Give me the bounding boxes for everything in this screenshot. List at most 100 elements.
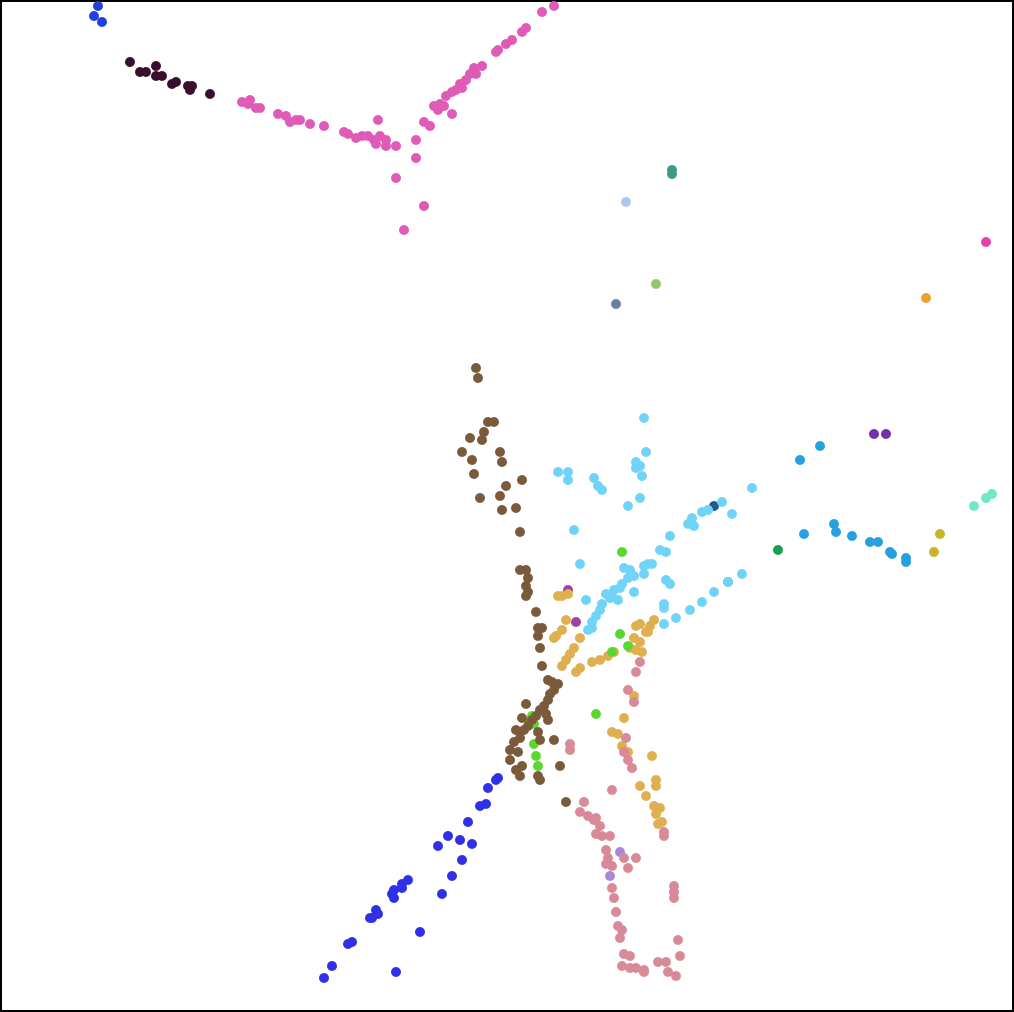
- data-point: [537, 7, 547, 17]
- data-point: [463, 817, 473, 827]
- data-point: [501, 39, 511, 49]
- data-point: [987, 489, 997, 499]
- data-point: [391, 141, 401, 151]
- data-point: [305, 119, 315, 129]
- data-point: [511, 503, 521, 513]
- data-point: [635, 493, 645, 503]
- data-point: [631, 667, 641, 677]
- data-point: [517, 713, 527, 723]
- data-point: [471, 363, 481, 373]
- data-point: [505, 745, 515, 755]
- data-point: [533, 761, 543, 771]
- data-point: [469, 469, 479, 479]
- data-point: [663, 967, 673, 977]
- data-point: [611, 907, 621, 917]
- data-point: [847, 531, 857, 541]
- data-point: [569, 525, 579, 535]
- data-point: [441, 91, 451, 101]
- data-point: [697, 507, 707, 517]
- data-point: [605, 831, 615, 841]
- data-point: [157, 71, 167, 81]
- data-point: [411, 153, 421, 163]
- data-point: [671, 613, 681, 623]
- data-point: [319, 973, 329, 983]
- series-11: [929, 529, 945, 557]
- data-point: [505, 755, 515, 765]
- data-point: [473, 373, 483, 383]
- data-point: [635, 619, 645, 629]
- data-point: [605, 871, 615, 881]
- data-point: [483, 783, 493, 793]
- data-point: [659, 603, 669, 613]
- data-point: [615, 933, 625, 943]
- series-22: [319, 773, 503, 983]
- data-point: [659, 831, 669, 841]
- data-point: [589, 473, 599, 483]
- data-point: [737, 569, 747, 579]
- data-point: [623, 685, 633, 695]
- data-point: [689, 521, 699, 531]
- data-point: [343, 129, 353, 139]
- data-point: [647, 559, 657, 569]
- data-point: [623, 863, 633, 873]
- data-point: [533, 631, 543, 641]
- data-point: [607, 883, 617, 893]
- data-point: [581, 595, 591, 605]
- data-point: [597, 485, 607, 495]
- data-point: [537, 661, 547, 671]
- series-1: [125, 57, 215, 99]
- data-point: [151, 61, 161, 71]
- series-8: [921, 293, 931, 303]
- data-point: [635, 637, 645, 647]
- data-point: [433, 105, 443, 115]
- data-point: [517, 475, 527, 485]
- data-point: [399, 225, 409, 235]
- data-point: [295, 115, 305, 125]
- data-point: [671, 971, 681, 981]
- data-point: [491, 47, 501, 57]
- data-point: [815, 441, 825, 451]
- data-point: [141, 67, 151, 77]
- data-point: [549, 633, 559, 643]
- data-point: [969, 501, 979, 511]
- data-point: [591, 813, 601, 823]
- data-point: [455, 835, 465, 845]
- series-6: [611, 299, 621, 309]
- data-point: [607, 647, 617, 657]
- data-point: [187, 81, 197, 91]
- data-point: [611, 299, 621, 309]
- data-point: [415, 927, 425, 937]
- data-point: [591, 709, 601, 719]
- data-point: [929, 547, 939, 557]
- data-point: [371, 139, 381, 149]
- data-point: [477, 61, 487, 71]
- data-point: [245, 95, 255, 105]
- data-point: [607, 785, 617, 795]
- data-point: [667, 169, 677, 179]
- data-point: [669, 893, 679, 903]
- data-point: [535, 643, 545, 653]
- data-point: [587, 657, 597, 667]
- data-point: [391, 173, 401, 183]
- data-point: [501, 481, 511, 491]
- series-10: [969, 489, 997, 511]
- series-3: [667, 165, 677, 179]
- data-point: [273, 109, 283, 119]
- data-point: [641, 627, 651, 637]
- data-point: [563, 475, 573, 485]
- data-point: [641, 791, 651, 801]
- data-point: [521, 591, 531, 601]
- data-point: [495, 447, 505, 457]
- data-point: [639, 569, 649, 579]
- data-point: [89, 11, 99, 21]
- data-point: [479, 427, 489, 437]
- data-point: [365, 913, 375, 923]
- data-point: [665, 531, 675, 541]
- data-point: [639, 413, 649, 423]
- data-point: [613, 595, 623, 605]
- data-point: [93, 1, 103, 11]
- data-point: [637, 471, 647, 481]
- data-point: [607, 861, 617, 871]
- series-5: [651, 279, 661, 289]
